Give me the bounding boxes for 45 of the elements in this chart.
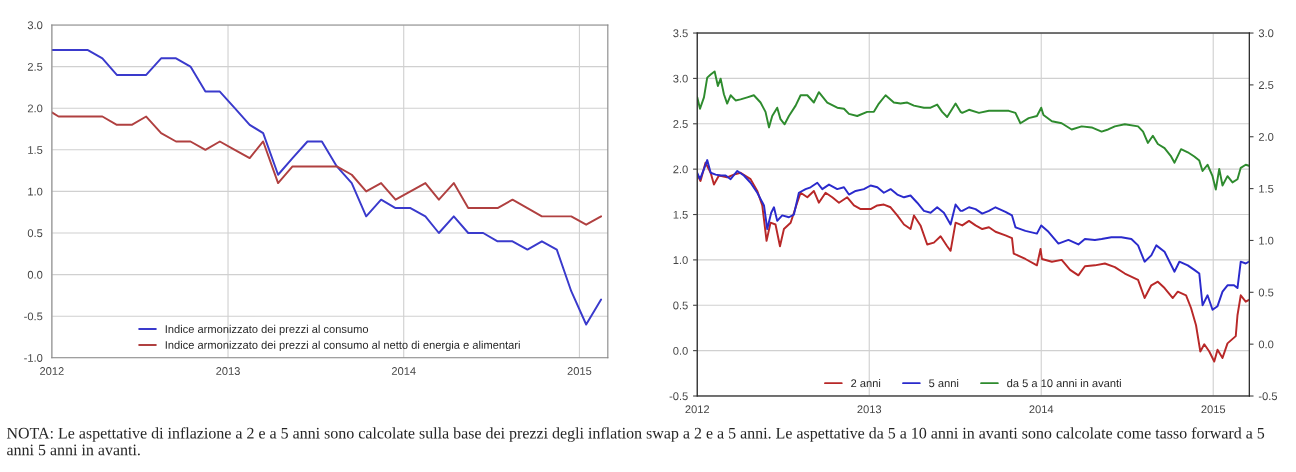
y2-tick-label: 2.5 [1258, 81, 1274, 90]
legend-label: da 5 a 10 anni in avanti [1007, 378, 1121, 388]
y-tick-label: -1.0 [24, 354, 43, 362]
y2-tick-label: 0.0 [1258, 340, 1274, 349]
x-tick-label: 2015 [1201, 405, 1226, 414]
y-tick-label: 2.0 [27, 104, 43, 113]
x-tick-label: 2012 [40, 367, 64, 375]
legend-label: Indice armonizzato dei prezzi al consumo al netto di energia e alimentari [165, 340, 520, 352]
y2-tick-label: 3.0 [1258, 29, 1274, 38]
y-tick-label: 0.5 [673, 301, 688, 310]
y-tick-label: -0.5 [24, 312, 43, 321]
y-tick-label: 2.5 [27, 62, 43, 71]
line-series [697, 159, 1250, 311]
y-tick-label: 0.0 [673, 346, 688, 355]
x-tick-label: 2014 [1029, 405, 1054, 414]
x-tick-label: 2014 [391, 367, 416, 375]
y-tick-label: 1.0 [28, 187, 43, 196]
text: NOTA: Le aspettative di inflazione a 2 e a 5 anni sono calcolate sulla base dei prezzi degli inflation swap a 2 e a 5 anni. Le aspettative da 5 a 10 anni in avanti sono calcolate come tasso forward a 5 anni 5 anni in avanti. [6, 427, 1265, 456]
line-series [51, 49, 603, 326]
legend-label: 5 anni [929, 378, 959, 388]
x-tick-label: 2012 [685, 405, 710, 414]
y-tick-label: 0.5 [27, 229, 43, 238]
y-tick-label: 1.5 [673, 210, 688, 219]
y-tick-label: 2.5 [673, 120, 688, 128]
y-tick-label: 3.0 [27, 21, 43, 30]
y2-tick-label: 1.0 [1259, 236, 1274, 245]
y-tick-label: 3.0 [673, 74, 688, 83]
y2-tick-label: 0.5 [1258, 288, 1274, 297]
y-tick-label: 1.5 [28, 146, 43, 154]
line-series [697, 161, 1250, 363]
x-tick-label: 2013 [857, 405, 882, 414]
legend-label: 2 anni [851, 378, 881, 388]
y2-tick-label: -0.5 [1258, 392, 1278, 401]
line-series [697, 70, 1250, 191]
y2-tick-label: 1.5 [1259, 184, 1274, 193]
line-series [51, 111, 603, 226]
legend-label: Indice armonizzato dei prezzi al consumo [165, 324, 369, 336]
x-tick-label: 2013 [216, 367, 240, 375]
y-tick-label: 0.0 [27, 270, 43, 279]
y-tick-label: 1.0 [673, 256, 688, 265]
y2-tick-label: 2.0 [1258, 133, 1274, 141]
y-tick-label: 3.5 [673, 29, 688, 38]
y-tick-label: 2.0 [673, 165, 688, 174]
y-tick-label: -0.5 [669, 392, 688, 401]
x-tick-label: 2015 [567, 367, 592, 375]
